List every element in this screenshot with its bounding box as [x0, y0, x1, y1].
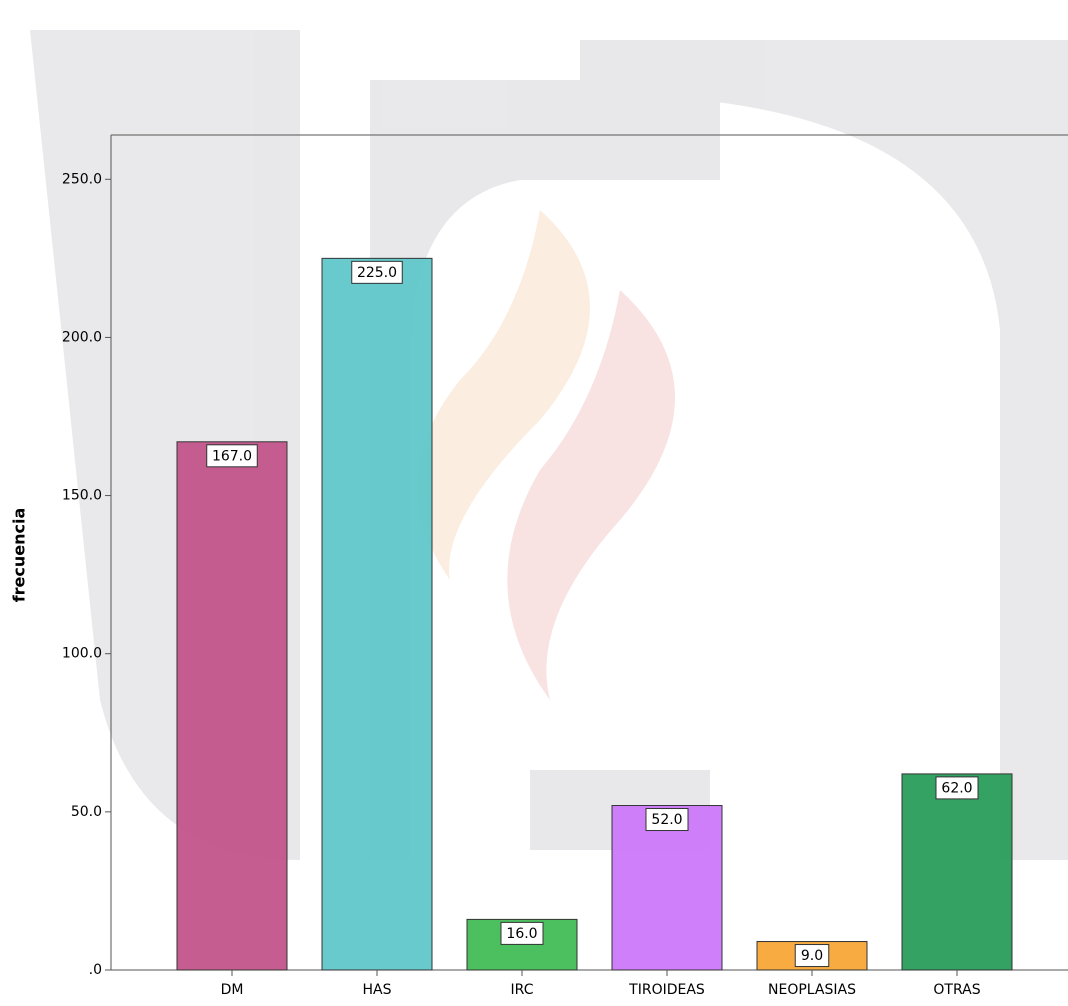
- y-tick-label: .0: [89, 962, 102, 978]
- value-label: 9.0: [801, 948, 823, 964]
- bar: [321, 257, 433, 971]
- x-tick-label: DM: [221, 982, 244, 998]
- bar: [176, 441, 288, 971]
- bar: [901, 773, 1013, 971]
- value-label: 62.0: [941, 780, 972, 796]
- value-label-box: [500, 921, 544, 945]
- value-label-box: [935, 776, 979, 800]
- x-tick-label: TIROIDEAS: [628, 982, 705, 998]
- value-label: 16.0: [506, 926, 537, 942]
- value-label: 225.0: [357, 265, 397, 281]
- x-tick-label: NEOPLASIAS: [768, 982, 856, 998]
- value-label-box: [645, 808, 689, 832]
- y-tick-label: 250.0: [62, 171, 102, 187]
- bar: [611, 805, 723, 971]
- y-tick-label: 200.0: [62, 329, 102, 345]
- value-label: 52.0: [651, 812, 682, 828]
- value-label-box: [794, 944, 830, 968]
- y-tick-label: 100.0: [62, 646, 102, 662]
- value-label-box: [351, 260, 403, 284]
- x-tick-label: HAS: [363, 982, 392, 998]
- x-tick-label: IRC: [511, 982, 534, 998]
- y-axis-title: frecuencia: [10, 508, 29, 603]
- value-label: 167.0: [212, 448, 252, 464]
- y-tick-label: 150.0: [62, 488, 102, 504]
- value-label-box: [206, 444, 258, 468]
- x-tick-label: OTRAS: [933, 982, 980, 998]
- y-tick-label: 50.0: [71, 804, 102, 820]
